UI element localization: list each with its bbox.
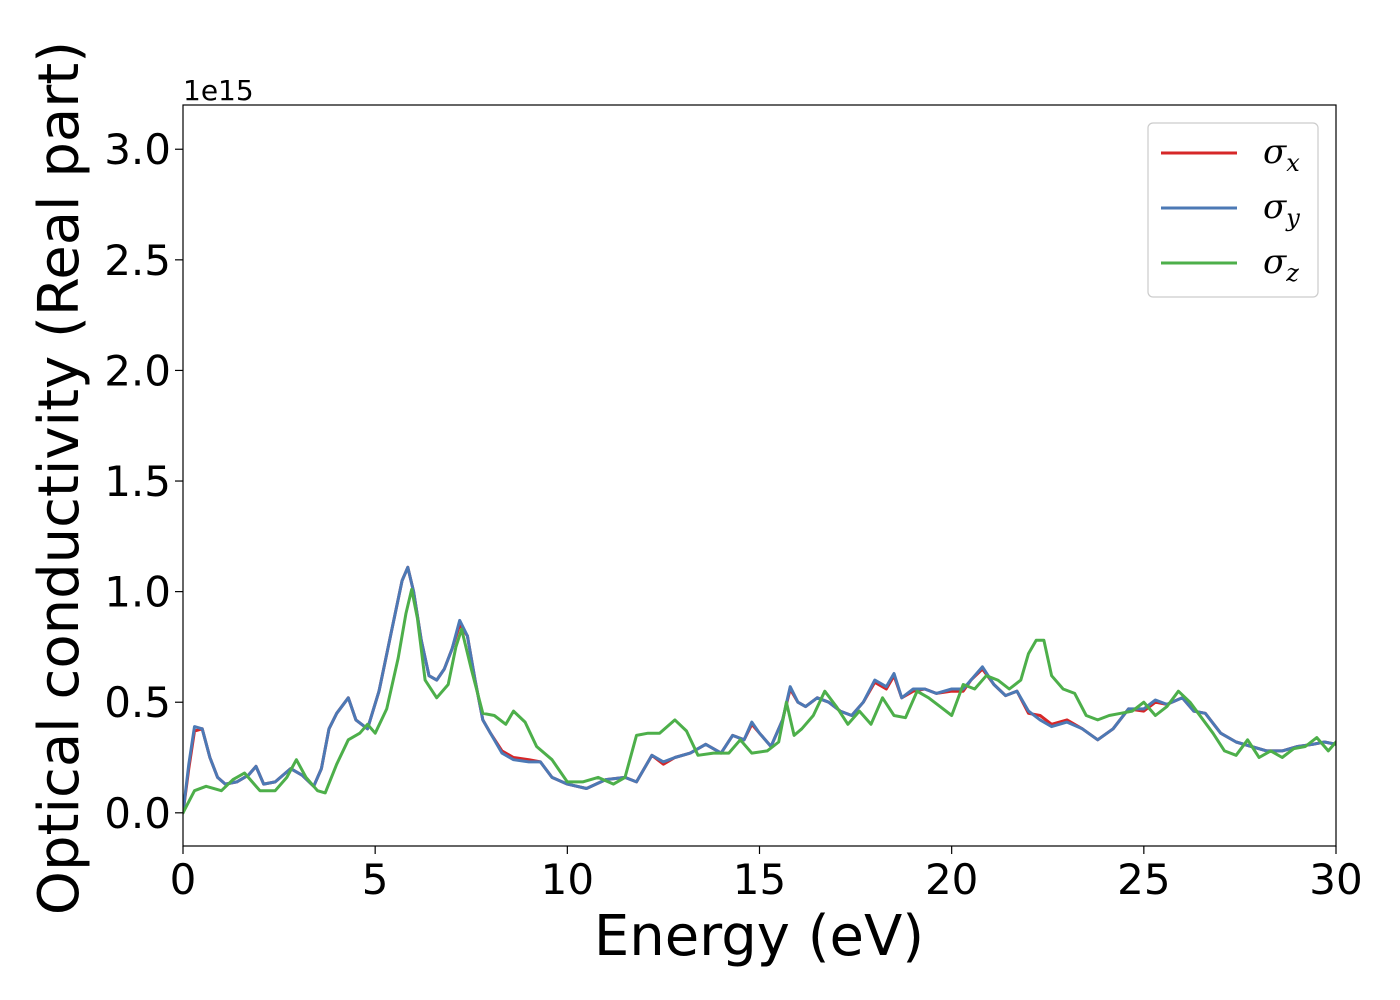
legend-box bbox=[1147, 122, 1319, 298]
x-tick-label: 5 bbox=[362, 855, 389, 904]
plot-background bbox=[183, 105, 1336, 846]
legend-label-x: σx bbox=[1263, 132, 1300, 177]
x-axis-title: Energy (eV) bbox=[594, 904, 924, 969]
y-tick-label: 0.5 bbox=[104, 678, 171, 727]
legend-items: σx σy σz bbox=[1161, 132, 1300, 287]
x-tick-label: 20 bbox=[925, 855, 978, 904]
x-tick-label: 15 bbox=[733, 855, 786, 904]
legend-label-y: σy bbox=[1263, 187, 1300, 232]
legend: σx σy σz bbox=[1147, 122, 1319, 298]
x-tick-label: 10 bbox=[541, 855, 594, 904]
y-tick-label: 1.5 bbox=[104, 457, 171, 506]
y-tick-label: 2.5 bbox=[104, 236, 171, 285]
y-axis: 0.0 0.5 1.0 1.5 2.0 2.5 3.0 bbox=[104, 125, 183, 838]
y-tick-label: 2.0 bbox=[104, 346, 171, 395]
legend-label-z: σz bbox=[1263, 242, 1299, 287]
x-tick-label: 0 bbox=[170, 855, 197, 904]
x-tick-label: 25 bbox=[1117, 855, 1170, 904]
x-axis: 0 5 10 15 20 25 30 bbox=[170, 846, 1363, 904]
y-tick-label: 3.0 bbox=[104, 125, 171, 174]
y-offset-label: 1e15 bbox=[183, 74, 254, 107]
series-layer bbox=[183, 565, 1336, 815]
x-tick-label: 30 bbox=[1309, 855, 1362, 904]
y-axis-title: Optical conductivity (Real part) bbox=[27, 41, 92, 915]
series-line-z bbox=[183, 587, 1336, 815]
y-tick-label: 1.0 bbox=[104, 568, 171, 617]
y-tick-label: 0.0 bbox=[104, 789, 171, 838]
